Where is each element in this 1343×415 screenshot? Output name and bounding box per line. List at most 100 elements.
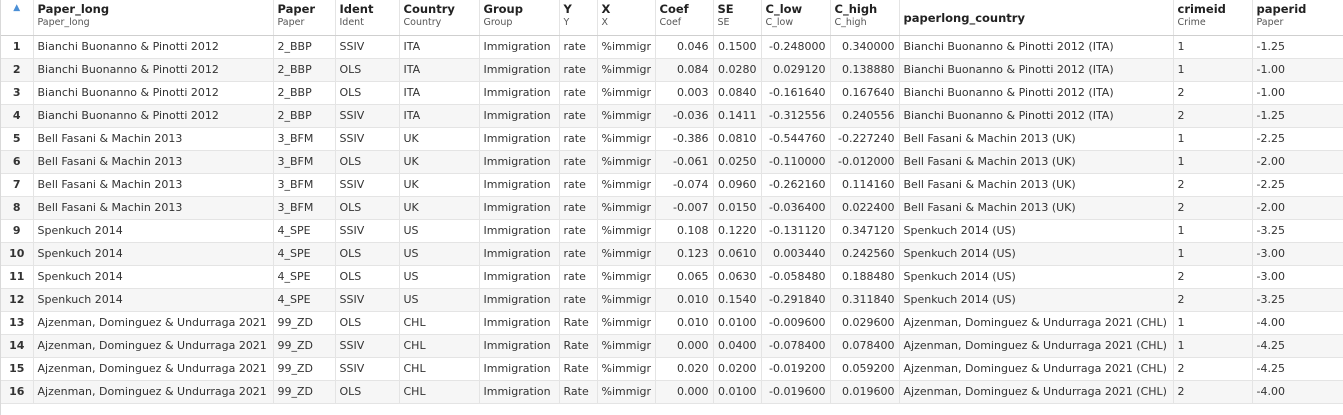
cell-ident[interactable]: SSIV [335, 127, 400, 151]
cell-group[interactable]: Immigration [479, 35, 560, 59]
cell-crimeid[interactable]: 1 [1173, 58, 1253, 82]
cell-se[interactable]: 0.0610 [713, 242, 762, 266]
cell-coef[interactable]: 0.000 [655, 380, 714, 404]
cell-paperlong-country[interactable]: Ajzenman, Dominguez & Undurraga 2021 (CH… [899, 357, 1174, 381]
cell-y[interactable]: rate [559, 127, 598, 151]
cell-se[interactable]: 0.0150 [713, 196, 762, 220]
table-row[interactable]: 12 Spenkuch 2014 4_SPE SSIV US Immigration rat… [1, 288, 1343, 312]
cell-coef[interactable]: 0.108 [655, 219, 714, 243]
cell-country[interactable]: US [399, 219, 480, 243]
cell-ident[interactable]: OLS [335, 81, 400, 105]
cell-country[interactable]: US [399, 288, 480, 312]
cell-country[interactable]: ITA [399, 35, 480, 59]
cell-paperid[interactable]: -4.25 [1252, 334, 1343, 358]
cell-paper[interactable]: 2_BBP [273, 35, 336, 59]
cell-ident[interactable]: OLS [335, 242, 400, 266]
cell-paperid[interactable]: -2.00 [1252, 196, 1343, 220]
cell-paper-long[interactable]: Spenkuch 2014 [33, 219, 274, 243]
cell-x[interactable]: %immigr [597, 288, 656, 312]
cell-c-high[interactable]: 0.114160 [830, 173, 900, 197]
cell-c-high[interactable]: 0.022400 [830, 196, 900, 220]
cell-y[interactable]: Rate [559, 334, 598, 358]
cell-c-high[interactable]: 0.059200 [830, 357, 900, 381]
cell-paper-long[interactable]: Bianchi Buonanno & Pinotti 2012 [33, 58, 274, 82]
cell-paper-long[interactable]: Spenkuch 2014 [33, 288, 274, 312]
column-header-country[interactable]: Country Country [399, 0, 480, 36]
cell-c-high[interactable]: 0.029600 [830, 311, 900, 335]
cell-se[interactable]: 0.0100 [713, 311, 762, 335]
cell-x[interactable]: %immigr [597, 150, 656, 174]
cell-paperlong-country[interactable]: Bell Fasani & Machin 2013 (UK) [899, 150, 1174, 174]
cell-c-high[interactable]: 0.347120 [830, 219, 900, 243]
cell-paperid[interactable]: -1.25 [1252, 35, 1343, 59]
cell-c-high[interactable]: 0.167640 [830, 81, 900, 105]
cell-ident[interactable]: OLS [335, 380, 400, 404]
cell-paper[interactable]: 3_BFM [273, 150, 336, 174]
column-header-x[interactable]: X X [597, 0, 656, 36]
cell-paperid[interactable]: -1.00 [1252, 58, 1343, 82]
cell-group[interactable]: Immigration [479, 242, 560, 266]
cell-x[interactable]: %immigr [597, 127, 656, 151]
cell-se[interactable]: 0.0630 [713, 265, 762, 289]
cell-country[interactable]: CHL [399, 334, 480, 358]
cell-paperid[interactable]: -4.00 [1252, 311, 1343, 335]
cell-c-high[interactable]: 0.078400 [830, 334, 900, 358]
cell-y[interactable]: Rate [559, 311, 598, 335]
cell-coef[interactable]: 0.003 [655, 81, 714, 105]
column-header-group[interactable]: Group Group [479, 0, 560, 36]
column-header-se[interactable]: SE SE [713, 0, 762, 36]
cell-paperlong-country[interactable]: Bianchi Buonanno & Pinotti 2012 (ITA) [899, 104, 1174, 128]
table-row[interactable]: 4 Bianchi Buonanno & Pinotti 2012 2_BBP SSI… [1, 104, 1343, 128]
table-row[interactable]: 13 Ajzenman, Dominguez & Undurraga 2021 99… [1, 311, 1343, 335]
cell-c-high[interactable]: 0.019600 [830, 380, 900, 404]
cell-paperid[interactable]: -3.25 [1252, 288, 1343, 312]
cell-paperid[interactable]: -3.25 [1252, 219, 1343, 243]
cell-x[interactable]: %immigr [597, 81, 656, 105]
cell-paperid[interactable]: -3.00 [1252, 265, 1343, 289]
cell-paperid[interactable]: -1.00 [1252, 81, 1343, 105]
table-row[interactable]: 14 Ajzenman, Dominguez & Undurraga 2021 99… [1, 334, 1343, 358]
cell-country[interactable]: ITA [399, 81, 480, 105]
cell-crimeid[interactable]: 2 [1173, 81, 1253, 105]
cell-country[interactable]: UK [399, 127, 480, 151]
cell-paper-long[interactable]: Ajzenman, Dominguez & Undurraga 2021 [33, 380, 274, 404]
column-header-paper[interactable]: Paper Paper [273, 0, 336, 36]
cell-y[interactable]: rate [559, 173, 598, 197]
cell-c-low[interactable]: -0.019200 [761, 357, 831, 381]
column-header-coef[interactable]: Coef Coef [655, 0, 714, 36]
cell-group[interactable]: Immigration [479, 357, 560, 381]
cell-paper-long[interactable]: Ajzenman, Dominguez & Undurraga 2021 [33, 334, 274, 358]
cell-x[interactable]: %immigr [597, 219, 656, 243]
cell-paper-long[interactable]: Bianchi Buonanno & Pinotti 2012 [33, 35, 274, 59]
cell-se[interactable]: 0.0840 [713, 81, 762, 105]
cell-c-low[interactable]: -0.009600 [761, 311, 831, 335]
cell-c-low[interactable]: -0.544760 [761, 127, 831, 151]
cell-coef[interactable]: 0.010 [655, 311, 714, 335]
cell-x[interactable]: %immigr [597, 242, 656, 266]
cell-paperid[interactable]: -2.00 [1252, 150, 1343, 174]
cell-group[interactable]: Immigration [479, 311, 560, 335]
cell-paper[interactable]: 99_ZD [273, 334, 336, 358]
cell-se[interactable]: 0.1500 [713, 35, 762, 59]
cell-paper[interactable]: 2_BBP [273, 104, 336, 128]
cell-crimeid[interactable]: 1 [1173, 311, 1253, 335]
cell-paper[interactable]: 3_BFM [273, 196, 336, 220]
cell-country[interactable]: US [399, 242, 480, 266]
cell-ident[interactable]: SSIV [335, 334, 400, 358]
cell-crimeid[interactable]: 2 [1173, 265, 1253, 289]
table-row[interactable]: 6 Bell Fasani & Machin 2013 3_BFM OLS UK Immi… [1, 150, 1343, 174]
cell-paperid[interactable]: -2.25 [1252, 173, 1343, 197]
cell-paper[interactable]: 99_ZD [273, 380, 336, 404]
cell-se[interactable]: 0.0810 [713, 127, 762, 151]
cell-crimeid[interactable]: 2 [1173, 104, 1253, 128]
cell-coef[interactable]: -0.036 [655, 104, 714, 128]
cell-paperlong-country[interactable]: Bell Fasani & Machin 2013 (UK) [899, 196, 1174, 220]
cell-y[interactable]: rate [559, 81, 598, 105]
table-row[interactable]: 5 Bell Fasani & Machin 2013 3_BFM SSIV UK Imm… [1, 127, 1343, 151]
cell-paperlong-country[interactable]: Ajzenman, Dominguez & Undurraga 2021 (CH… [899, 311, 1174, 335]
cell-c-low[interactable]: -0.131120 [761, 219, 831, 243]
cell-paperlong-country[interactable]: Spenkuch 2014 (US) [899, 242, 1174, 266]
cell-paper-long[interactable]: Bell Fasani & Machin 2013 [33, 127, 274, 151]
cell-crimeid[interactable]: 1 [1173, 150, 1253, 174]
cell-crimeid[interactable]: 2 [1173, 357, 1253, 381]
